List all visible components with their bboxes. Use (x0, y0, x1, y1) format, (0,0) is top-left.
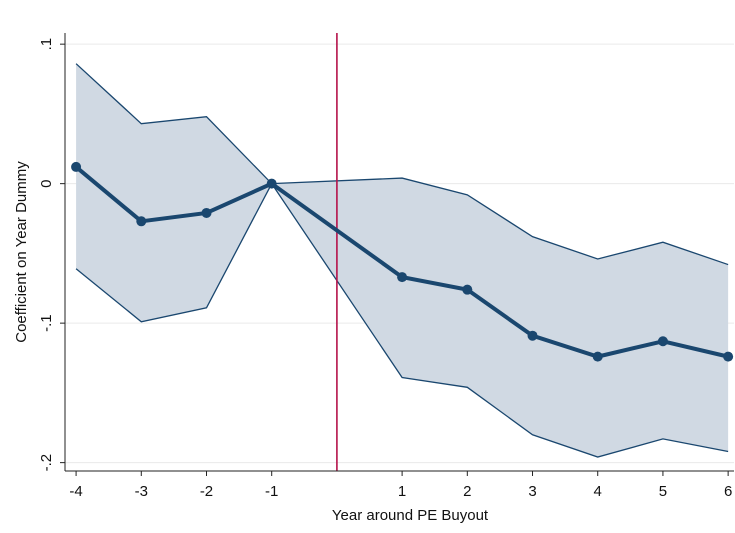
ci-band (76, 63, 729, 458)
x-tick-label: -1 (265, 483, 278, 500)
estimate-point (71, 161, 82, 172)
y-tick-label: -.1 (38, 314, 55, 332)
estimate-point (657, 336, 668, 347)
estimate-point (201, 207, 212, 218)
estimate-point (462, 284, 473, 295)
y-tick-label: .1 (38, 38, 55, 51)
y-tick-label: 0 (38, 179, 55, 187)
estimate-point (527, 330, 538, 341)
x-tick-label: 1 (398, 483, 406, 500)
x-tick-label: 4 (594, 483, 602, 500)
estimate-point (397, 272, 408, 283)
x-tick-label: 5 (659, 483, 667, 500)
ci-bound (75, 63, 729, 266)
estimate-point (723, 351, 734, 362)
x-tick-label: -3 (135, 483, 148, 500)
y-axis-title: Coefficient on Year Dummy (13, 161, 30, 343)
estimate-point (266, 178, 277, 189)
ci-bound (75, 182, 729, 458)
x-tick-label: 6 (724, 483, 732, 500)
x-tick-label: -4 (69, 483, 82, 500)
x-tick-label: -2 (200, 483, 213, 500)
estimate-point (592, 351, 603, 362)
x-tick-label: 3 (528, 483, 536, 500)
y-tick-label: -.2 (38, 454, 55, 472)
x-tick-label: 2 (463, 483, 471, 500)
x-axis-title: Year around PE Buyout (332, 507, 489, 524)
estimate-line (74, 165, 729, 359)
estimate-point (136, 216, 147, 227)
